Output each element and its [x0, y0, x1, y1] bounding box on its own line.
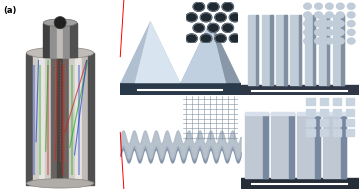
Bar	[315, 113, 320, 178]
Bar	[284, 15, 287, 85]
Bar	[313, 15, 315, 85]
Bar	[57, 23, 64, 57]
Bar	[304, 15, 315, 85]
Bar	[319, 15, 330, 85]
Bar	[27, 53, 33, 185]
Text: (b): (b)	[123, 3, 136, 12]
Bar	[299, 15, 301, 85]
Bar	[289, 113, 294, 178]
Bar	[64, 23, 70, 57]
Text: (a): (a)	[4, 6, 17, 15]
Polygon shape	[181, 21, 241, 83]
Bar	[70, 23, 77, 57]
Bar	[39, 53, 45, 185]
Bar	[245, 112, 268, 115]
Bar	[248, 15, 258, 85]
Polygon shape	[181, 21, 226, 83]
Bar	[341, 113, 346, 178]
Polygon shape	[135, 21, 181, 83]
Bar	[341, 15, 344, 85]
Bar	[333, 15, 344, 85]
Ellipse shape	[54, 17, 66, 29]
Bar	[276, 15, 287, 85]
Bar	[88, 53, 94, 185]
Bar	[120, 83, 241, 94]
Bar	[290, 15, 301, 85]
Text: (c): (c)	[243, 3, 256, 12]
Bar	[297, 112, 320, 115]
Bar	[323, 113, 346, 178]
Bar	[45, 53, 51, 185]
Text: (d): (d)	[123, 97, 136, 106]
Bar	[263, 113, 268, 178]
Polygon shape	[120, 21, 181, 83]
Bar	[50, 23, 57, 57]
Bar	[69, 53, 75, 185]
Bar	[51, 53, 57, 185]
Bar	[271, 113, 294, 178]
Ellipse shape	[43, 19, 77, 26]
Bar	[75, 53, 81, 185]
Ellipse shape	[27, 179, 94, 188]
Bar	[270, 15, 272, 85]
Bar	[323, 112, 346, 115]
Bar	[271, 112, 294, 115]
Bar	[43, 23, 50, 57]
Bar	[241, 178, 359, 189]
Text: (e): (e)	[243, 97, 256, 106]
Bar	[63, 53, 69, 185]
Bar	[245, 113, 268, 178]
Bar	[256, 15, 258, 85]
Bar	[297, 113, 320, 178]
Bar	[57, 53, 63, 185]
Ellipse shape	[27, 47, 94, 59]
Bar	[262, 15, 272, 85]
Bar	[33, 53, 39, 185]
Bar	[81, 53, 88, 185]
Bar	[327, 15, 330, 85]
Bar	[241, 85, 359, 94]
